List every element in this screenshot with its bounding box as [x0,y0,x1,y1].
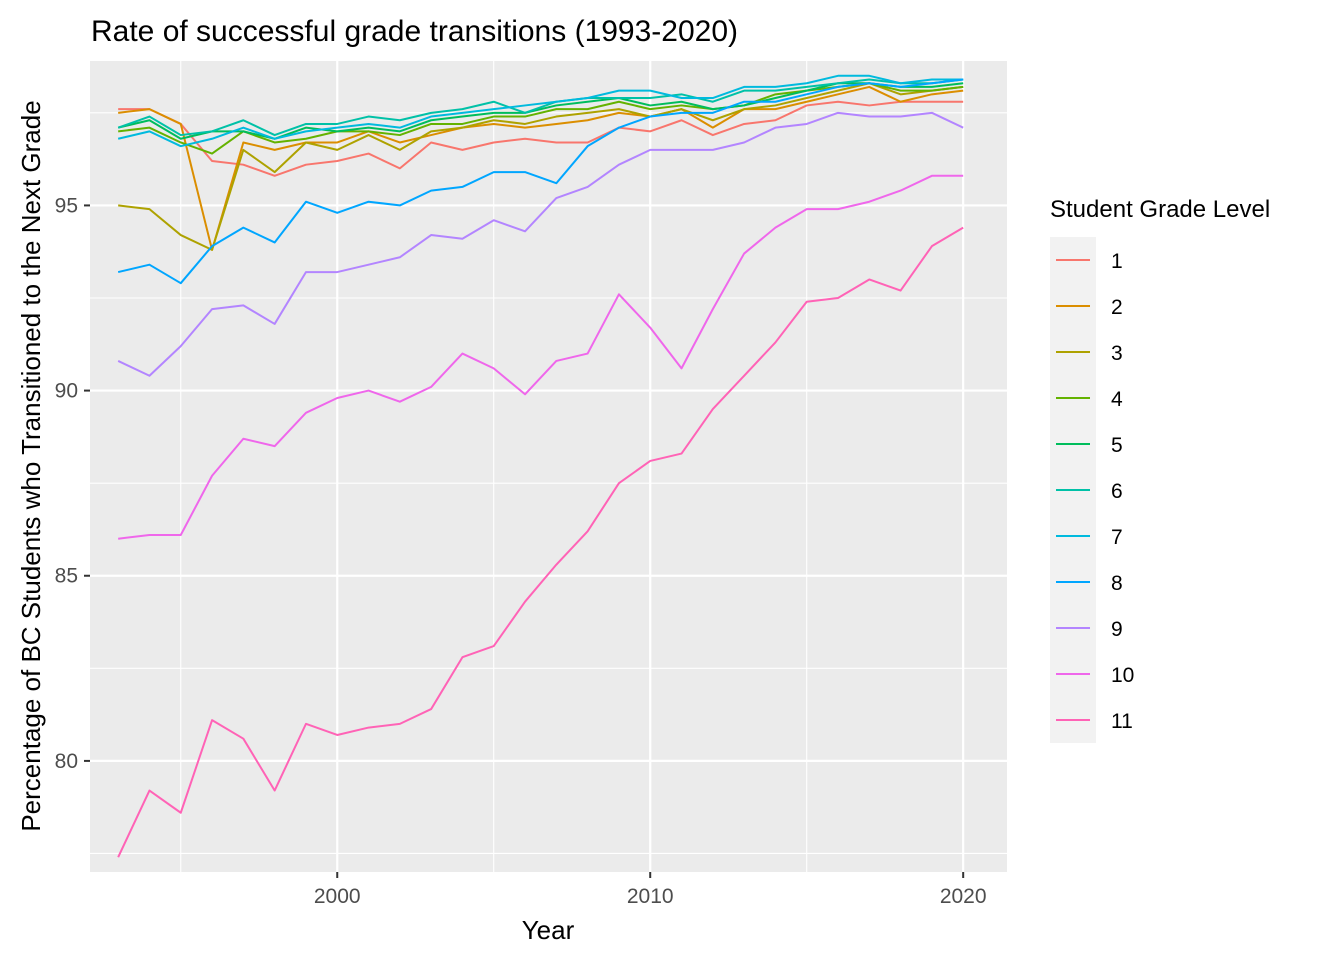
series-line-grade-5 [117,82,964,140]
series-line-grade-11 [117,226,964,858]
series-lines [117,74,964,858]
y-tick-label: 85 [55,565,78,588]
legend-items: 1 2 3 4 5 6 7 8 9 10 11 [1056,250,1134,733]
x-tick-label: 2010 [627,885,674,908]
series-line-grade-10 [118,174,964,540]
y-tick-label: 90 [55,380,78,403]
x-tick-label: 2020 [940,885,987,908]
legend: Student Grade Level 1 2 3 4 5 6 7 8 9 10 11 [1050,196,1270,743]
series-line-grade-6 [117,78,964,137]
legend-label-grade-3: 3 [1111,342,1123,365]
x-axis-label: Year [522,915,575,945]
y-tick-label: 80 [55,750,78,773]
legend-title: Student Grade Level [1050,196,1270,223]
legend-label-grade-6: 6 [1111,480,1123,503]
legend-label-grade-11: 11 [1111,710,1133,733]
x-tick-label: 2000 [314,885,361,908]
chart-title: Rate of successful grade transitions (19… [91,15,738,48]
plot-panel [90,61,1007,872]
series-line-grade-3 [118,82,964,251]
series-line-grade-1 [118,100,964,177]
legend-label-grade-2: 2 [1111,296,1123,319]
minor-gridlines [90,61,1007,872]
legend-label-grade-5: 5 [1111,434,1123,457]
y-tick-label: 95 [55,194,78,217]
series-line-grade-7 [117,74,964,148]
legend-label-grade-7: 7 [1111,526,1123,549]
x-axis: 2000 2010 2020 [314,872,987,908]
legend-label-grade-1: 1 [1111,250,1123,273]
legend-label-grade-10: 10 [1111,664,1134,687]
series-line-grade-4 [118,82,964,155]
y-axis: 80 85 90 95 [55,194,90,773]
legend-label-grade-4: 4 [1111,388,1123,411]
series-line-grade-9 [117,111,964,377]
legend-label-grade-8: 8 [1111,572,1123,595]
legend-label-grade-9: 9 [1111,618,1123,641]
series-line-grade-2 [118,85,964,251]
series-line-grade-8 [117,78,964,285]
y-axis-label: Percentage of BC Students who Transition… [16,100,46,831]
